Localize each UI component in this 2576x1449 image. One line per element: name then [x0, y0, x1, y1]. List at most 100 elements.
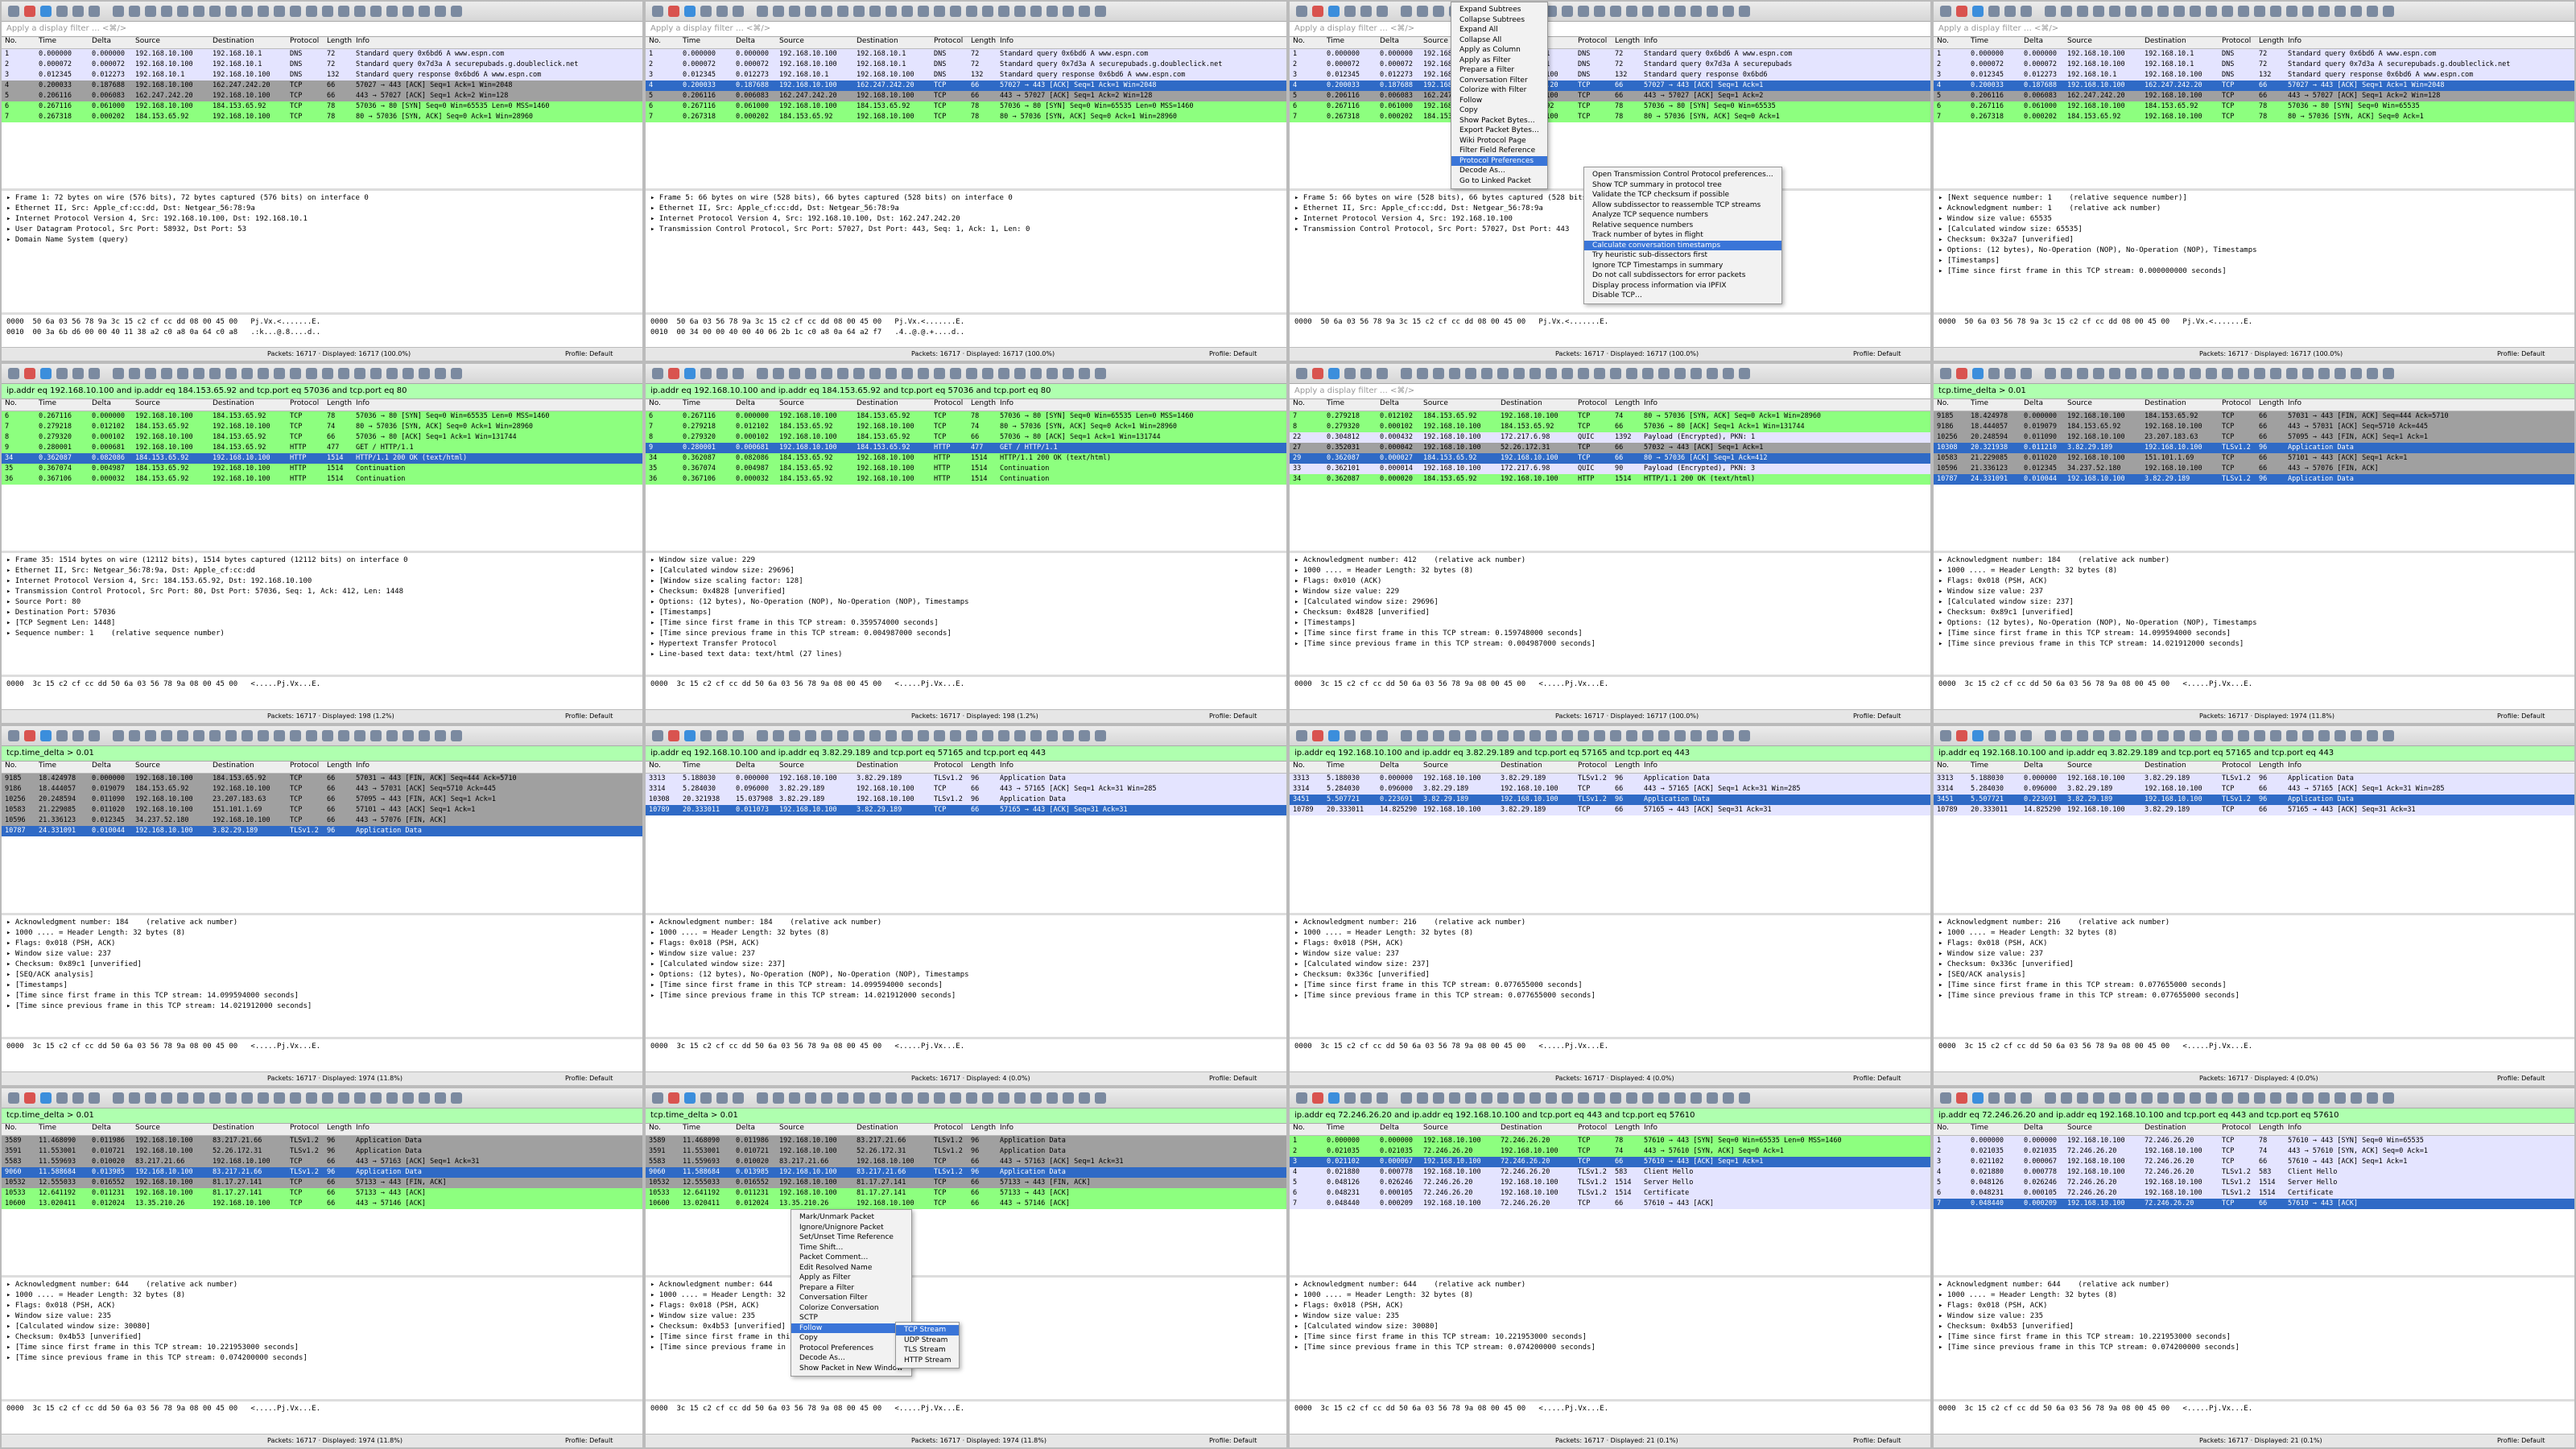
detail-line[interactable]: ▸ [Time since first frame in this TCP st… [6, 992, 299, 1000]
toolbar-button[interactable] [2093, 1092, 2104, 1104]
toolbar-button[interactable] [684, 730, 696, 741]
packet-row[interactable]: 10308 20.321938 15.037908 3.82.29.189 192.16… [646, 795, 1286, 805]
toolbar-button[interactable] [2190, 730, 2201, 741]
toolbar-button[interactable] [982, 730, 993, 741]
detail-line[interactable]: ▸ [Time since previous frame in this TCP… [1938, 992, 2240, 1000]
toolbar-button[interactable] [419, 1092, 430, 1104]
toolbar-button[interactable] [402, 368, 414, 379]
toolbar-button[interactable] [274, 1092, 285, 1104]
detail-line[interactable]: ▸ Window size value: 229 [1294, 588, 1400, 596]
submenu-item[interactable]: Calculate conversation timestamps [1584, 240, 1781, 250]
menu-item[interactable]: Collapse Subtrees [1459, 15, 1525, 24]
toolbar-button[interactable] [886, 6, 897, 17]
toolbar-button[interactable] [2141, 6, 2153, 17]
toolbar-button[interactable] [950, 368, 961, 379]
toolbar-button[interactable] [773, 730, 784, 741]
toolbar-button[interactable] [2254, 1092, 2265, 1104]
submenu-item[interactable]: Ignore TCP Timestamps in summary [1592, 261, 1724, 270]
menu-item[interactable]: Collapse All [1459, 35, 1502, 44]
toolbar-button[interactable] [1626, 368, 1637, 379]
toolbar-button[interactable] [1739, 1092, 1750, 1104]
packet-row[interactable]: 5583 11.559693 0.010020 83.217.21.66 192.168… [2, 1157, 642, 1167]
toolbar-button[interactable] [145, 6, 156, 17]
toolbar-button[interactable] [716, 1092, 728, 1104]
detail-line[interactable]: ▸ [Time since first frame in this TCP st… [650, 1333, 943, 1341]
toolbar-button[interactable] [2061, 730, 2072, 741]
toolbar-button[interactable] [918, 730, 929, 741]
toolbar-button[interactable] [2302, 368, 2314, 379]
toolbar-button[interactable] [2190, 6, 2201, 17]
menu-item[interactable]: Show Packet in New Window [799, 1364, 903, 1373]
toolbar-button[interactable] [1063, 730, 1074, 741]
packet-row[interactable]: 3591 11.553001 0.010721 192.168.10.100 52.26… [2, 1146, 642, 1157]
packet-row[interactable]: 4 0.021880 0.000778 192.168.10.100 72.246.26… [1290, 1167, 1930, 1178]
toolbar-button[interactable] [225, 368, 237, 379]
toolbar-button[interactable] [1707, 368, 1718, 379]
menu-item[interactable]: Time Shift… [799, 1243, 844, 1252]
detail-line[interactable]: ▸ Internet Protocol Version 4, Src: 192.… [650, 215, 960, 223]
detail-line[interactable]: ▸ Options: (12 bytes), No-Operation (NOP… [1938, 246, 2257, 254]
toolbar-button[interactable] [1014, 368, 1026, 379]
toolbar-button[interactable] [113, 368, 124, 379]
toolbar-button[interactable] [386, 1092, 398, 1104]
detail-line[interactable]: ▸ Window size value: 237 [1938, 588, 2044, 596]
packet-row[interactable]: 35 0.367074 0.004987 184.153.65.92 192.168.1… [646, 464, 1286, 474]
toolbar-button[interactable] [2222, 1092, 2233, 1104]
toolbar-button[interactable] [789, 6, 800, 17]
display-filter[interactable]: ip.addr eq 192.168.10.100 and ip.addr eq… [646, 384, 1286, 399]
toolbar-button[interactable] [2125, 1092, 2136, 1104]
toolbar-button[interactable] [1481, 730, 1492, 741]
toolbar-button[interactable] [2109, 6, 2120, 17]
packet-row[interactable]: 34 0.362087 0.082086 184.153.65.92 192.168.1… [2, 453, 642, 464]
display-filter[interactable]: tcp.time_delta > 0.01 [646, 1108, 1286, 1124]
toolbar-button[interactable] [2286, 1092, 2297, 1104]
toolbar-button[interactable] [1296, 6, 1307, 17]
detail-line[interactable]: ▸ Flags: 0x018 (PSH, ACK) [1938, 939, 2048, 947]
toolbar-button[interactable] [354, 730, 365, 741]
detail-line[interactable]: ▸ [Time since previous frame in this TCP… [1294, 640, 1596, 648]
toolbar-button[interactable] [2222, 730, 2233, 741]
detail-line[interactable]: ▸ 1000 .... = Header Length: 32 bytes (8… [1938, 929, 2118, 937]
toolbar-button[interactable] [2238, 6, 2249, 17]
packet-row[interactable]: 20.0000720.000072192.168.10.100192.168.1… [1290, 60, 1930, 70]
detail-line[interactable]: ▸ Frame 1: 72 bytes on wire (576 bits), … [6, 194, 369, 202]
toolbar-button[interactable] [402, 730, 414, 741]
toolbar-button[interactable] [2004, 730, 2016, 741]
packet-row[interactable]: 2 0.021035 0.021035 72.246.26.20 192.168.10.… [1934, 1146, 2574, 1157]
toolbar-button[interactable] [242, 368, 253, 379]
toolbar-button[interactable] [1449, 368, 1460, 379]
toolbar-button[interactable] [306, 730, 317, 741]
toolbar-button[interactable] [161, 730, 172, 741]
toolbar-button[interactable] [1328, 730, 1340, 741]
toolbar-button[interactable] [1723, 368, 1734, 379]
display-filter[interactable]: ip.addr eq 192.168.10.100 and ip.addr eq… [2, 384, 642, 399]
toolbar-button[interactable] [853, 6, 865, 17]
toolbar-button[interactable] [821, 1092, 832, 1104]
toolbar-button[interactable] [1344, 1092, 1356, 1104]
detail-line[interactable]: ▸ Ethernet II, Src: Netgear_56:78:9a, Ds… [6, 567, 255, 575]
toolbar-button[interactable] [1513, 368, 1525, 379]
detail-line[interactable]: ▸ Line-based text data: text/html (27 li… [650, 650, 843, 658]
toolbar-button[interactable] [950, 6, 961, 17]
toolbar-button[interactable] [950, 1092, 961, 1104]
toolbar-button[interactable] [966, 368, 977, 379]
detail-line[interactable]: ▸ Checksum: 0x89c1 [unverified] [6, 960, 142, 968]
toolbar-button[interactable] [72, 1092, 84, 1104]
toolbar-button[interactable] [1465, 1092, 1476, 1104]
detail-line[interactable]: ▸ Window size value: 237 [1294, 950, 1400, 958]
toolbar-button[interactable] [1690, 368, 1702, 379]
display-filter[interactable]: Apply a display filter … <⌘/> [1934, 22, 2574, 37]
toolbar-button[interactable] [918, 6, 929, 17]
toolbar-button[interactable] [56, 730, 68, 741]
menu-item[interactable]: Follow [1459, 96, 1483, 105]
toolbar-button[interactable] [2125, 6, 2136, 17]
detail-line[interactable]: ▸ [Time since first frame in this TCP st… [1938, 267, 2227, 275]
packet-row[interactable]: 10787 24.331091 0.010044 192.168.10.100 3.82… [2, 826, 642, 836]
detail-line[interactable]: ▸ Acknowledgment number: 184 (relative a… [650, 919, 882, 927]
packet-row[interactable]: 9 0.280001 0.000681 192.168.10.100 184.153.6… [2, 443, 642, 453]
toolbar-button[interactable] [998, 730, 1009, 741]
toolbar-button[interactable] [2302, 730, 2314, 741]
menu-item[interactable]: Expand Subtrees [1459, 6, 1521, 14]
toolbar-button[interactable] [700, 1092, 712, 1104]
